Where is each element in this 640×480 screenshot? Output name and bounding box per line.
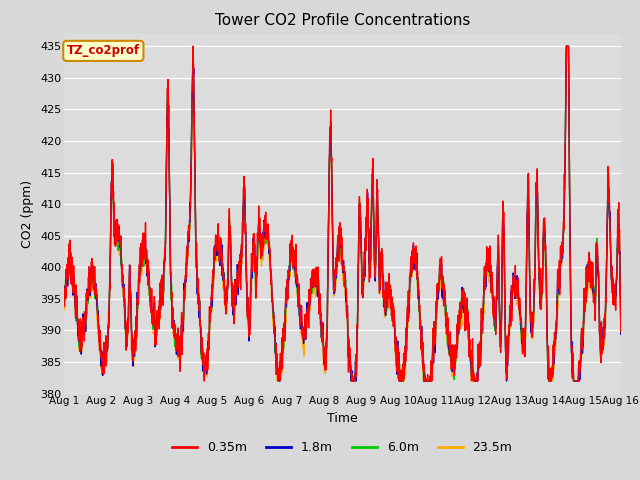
- 6.0m: [568, 366, 576, 372]
- 1.8m: [568, 355, 576, 361]
- 0.35m: [216, 239, 223, 245]
- 1.8m: [275, 378, 283, 384]
- 0.35m: [617, 329, 625, 335]
- Text: TZ_co2prof: TZ_co2prof: [67, 44, 140, 58]
- 23.5m: [617, 304, 625, 310]
- 1.8m: [216, 253, 223, 259]
- Line: 1.8m: 1.8m: [64, 46, 621, 381]
- 23.5m: [563, 43, 570, 49]
- 6.0m: [504, 351, 512, 357]
- 1.8m: [359, 295, 367, 300]
- 1.8m: [617, 332, 625, 337]
- 6.0m: [617, 318, 625, 324]
- 6.0m: [584, 273, 591, 278]
- 23.5m: [504, 349, 512, 355]
- Line: 6.0m: 6.0m: [64, 46, 621, 381]
- 1.8m: [584, 269, 591, 275]
- 0.35m: [568, 343, 576, 349]
- Line: 23.5m: 23.5m: [64, 46, 621, 381]
- 1.8m: [563, 43, 570, 49]
- 6.0m: [371, 263, 379, 268]
- 6.0m: [216, 251, 223, 256]
- 0.35m: [505, 327, 513, 333]
- 1.8m: [504, 349, 512, 355]
- 6.0m: [359, 287, 367, 292]
- 0.35m: [584, 267, 591, 273]
- 0.35m: [189, 43, 196, 49]
- 23.5m: [371, 264, 379, 269]
- 6.0m: [563, 43, 570, 49]
- 1.8m: [371, 270, 379, 276]
- 23.5m: [584, 295, 591, 300]
- 0.35m: [200, 378, 208, 384]
- 0.35m: [60, 287, 68, 292]
- Y-axis label: CO2 (ppm): CO2 (ppm): [21, 180, 35, 248]
- 0.35m: [359, 294, 367, 300]
- Line: 0.35m: 0.35m: [64, 46, 621, 381]
- 6.0m: [60, 290, 68, 296]
- 23.5m: [359, 284, 367, 290]
- Title: Tower CO2 Profile Concentrations: Tower CO2 Profile Concentrations: [214, 13, 470, 28]
- 23.5m: [60, 304, 68, 310]
- 23.5m: [216, 258, 223, 264]
- X-axis label: Time: Time: [327, 412, 358, 425]
- 23.5m: [273, 378, 281, 384]
- 23.5m: [568, 356, 576, 362]
- 1.8m: [60, 294, 68, 300]
- 6.0m: [275, 378, 282, 384]
- Legend: 0.35m, 1.8m, 6.0m, 23.5m: 0.35m, 1.8m, 6.0m, 23.5m: [167, 436, 518, 459]
- 0.35m: [371, 271, 379, 276]
